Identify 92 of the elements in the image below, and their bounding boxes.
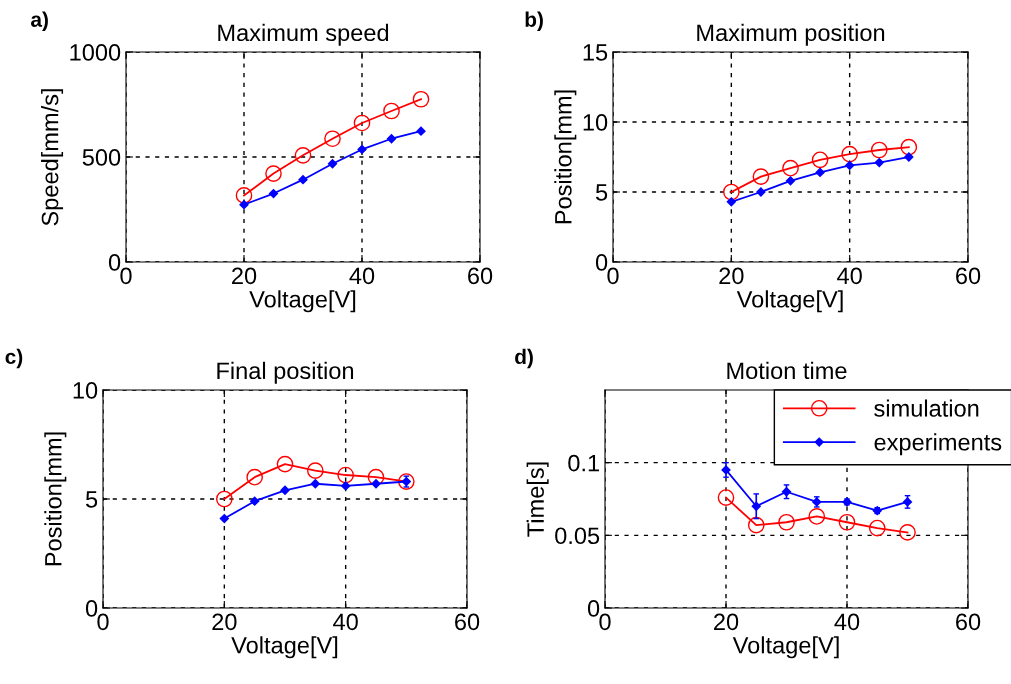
- point: [412, 90, 430, 108]
- point: [868, 519, 886, 537]
- y-tick-label: 10: [583, 114, 608, 131]
- point: [785, 176, 796, 186]
- y-tick-label: 0: [587, 600, 600, 617]
- text: a): [31, 11, 48, 31]
- point: [752, 168, 770, 185]
- x-tick-label: 0: [607, 267, 619, 285]
- x-axis-title: Voltage[V]: [736, 290, 843, 313]
- x-tick-label: 40: [349, 267, 375, 285]
- point: [722, 183, 740, 201]
- y-tick-label: 0.1: [568, 454, 599, 472]
- point: [899, 524, 916, 541]
- y-axis-title: Position[mm]: [44, 432, 67, 566]
- y-axis-title: Speed[mm/s]: [41, 89, 64, 226]
- x-tick-label: 0: [120, 267, 132, 285]
- point: [294, 146, 312, 164]
- point: [246, 468, 264, 486]
- legend-label: simulation: [874, 399, 979, 417]
- point: [383, 102, 400, 120]
- x-axis-title: Voltage[V]: [249, 290, 356, 313]
- point: [416, 126, 426, 136]
- x-axis-title: Voltage[V]: [732, 636, 839, 659]
- chart-title: Maximum speed: [218, 23, 389, 46]
- y-axis-title: Time[s]: [526, 462, 549, 537]
- point: [239, 200, 249, 210]
- point: [838, 513, 856, 531]
- point: [310, 479, 320, 489]
- point: [276, 455, 294, 473]
- x-tick-label: 60: [468, 267, 493, 285]
- point: [747, 516, 765, 534]
- y-tick-label: 5: [595, 184, 608, 201]
- y-tick-label: 0: [108, 254, 121, 271]
- chart-title: Motion time: [727, 361, 847, 380]
- y-tick-label: 500: [82, 149, 121, 166]
- point: [215, 490, 233, 508]
- x-axis-title: Voltage[V]: [231, 636, 338, 659]
- point: [900, 138, 918, 156]
- x-tick-label: 20: [212, 613, 237, 631]
- point: [870, 141, 888, 159]
- x-tick-label: 40: [837, 267, 862, 285]
- x-tick-label: 20: [232, 267, 257, 285]
- x-tick-label: 60: [455, 613, 480, 631]
- point: [726, 197, 736, 207]
- x-tick-label: 40: [834, 613, 860, 631]
- x-tick-label: 40: [333, 613, 358, 631]
- point: [874, 157, 884, 168]
- y-axis-title: Position[mm]: [554, 90, 577, 224]
- point: [904, 152, 914, 162]
- point: [298, 175, 308, 185]
- point: [337, 466, 355, 484]
- point: [717, 489, 735, 506]
- point: [397, 473, 415, 490]
- point: [219, 513, 229, 524]
- point: [306, 462, 324, 479]
- point: [815, 167, 825, 178]
- x-tick-label: 60: [956, 267, 981, 285]
- point: [756, 187, 766, 197]
- point: [778, 513, 795, 531]
- y-tick-label: 15: [583, 44, 608, 61]
- chart-title: Maximum position: [697, 23, 885, 46]
- point: [353, 114, 371, 132]
- x-tick-label: 20: [719, 267, 744, 285]
- y-tick-label: 0.05: [555, 527, 600, 545]
- point: [371, 479, 381, 489]
- text: c): [5, 348, 23, 369]
- legend-label: experiments: [874, 433, 1002, 456]
- point: [235, 187, 253, 204]
- point: [341, 481, 351, 491]
- y-tick-label: 5: [85, 491, 98, 508]
- point: [250, 496, 260, 506]
- point: [357, 144, 367, 155]
- point: [265, 165, 282, 182]
- text: d): [515, 348, 533, 369]
- point: [280, 485, 290, 495]
- y-tick-label: 1000: [70, 44, 121, 61]
- point: [367, 468, 385, 486]
- x-tick-label: 20: [714, 613, 739, 631]
- point: [845, 160, 855, 171]
- y-tick-label: 0: [595, 254, 608, 271]
- point: [386, 134, 397, 144]
- y-tick-label: 10: [73, 382, 98, 399]
- chart-title: Final position: [217, 361, 354, 384]
- text: b): [525, 11, 543, 31]
- point: [811, 151, 829, 169]
- point: [782, 159, 799, 177]
- point: [841, 145, 859, 163]
- point: [324, 130, 341, 148]
- x-tick-label: 60: [956, 613, 981, 631]
- y-tick-label: 0: [85, 600, 98, 617]
- point: [327, 159, 338, 169]
- point: [808, 508, 826, 525]
